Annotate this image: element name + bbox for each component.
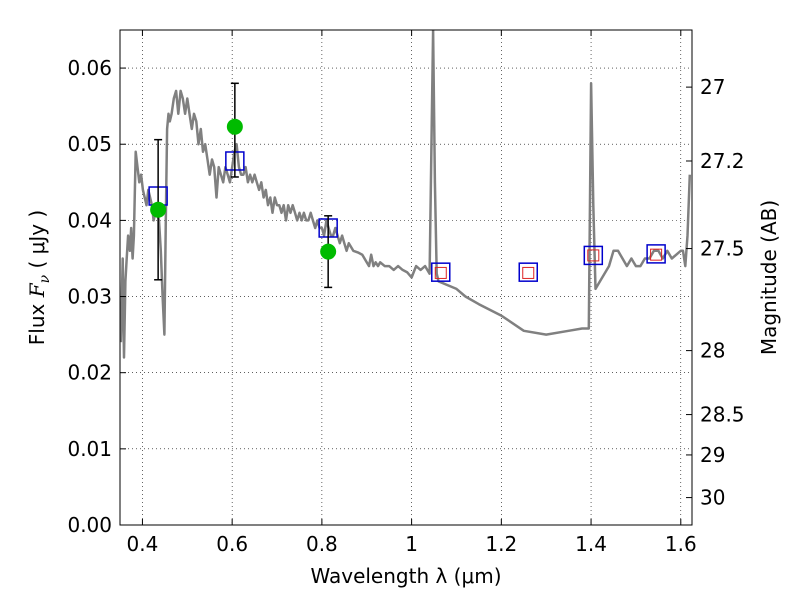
y-tick-label: 0.02 — [67, 361, 112, 385]
model-spectrum-layer — [120, 30, 692, 359]
right-tick-label: 27 — [700, 75, 725, 99]
observed-point — [320, 243, 337, 260]
x-tick-label: 1.2 — [485, 532, 517, 556]
model-band-marker — [518, 262, 539, 282]
observed-point — [150, 201, 167, 218]
model-band-marker — [583, 245, 604, 266]
y-tick-label: 0.05 — [67, 132, 112, 156]
y-tick-label: 0.06 — [67, 56, 112, 80]
y-tick-label: 0.04 — [67, 208, 112, 232]
fit-band-marker — [522, 266, 535, 279]
x-tick-label: 0.6 — [216, 532, 248, 556]
y-tick-label: 0.01 — [67, 437, 112, 461]
observed-point — [226, 118, 243, 135]
right-tick-label: 28 — [700, 339, 725, 363]
model-band-marker — [646, 244, 666, 264]
x-tick-label: 1.4 — [575, 532, 607, 556]
x-tick-label: 0.8 — [306, 532, 338, 556]
model-spectrum-line — [120, 30, 692, 359]
grid — [120, 30, 692, 526]
right-tick-label: 27.5 — [700, 237, 745, 261]
x-axis-title: Wavelength λ (μm) — [310, 564, 501, 588]
right-tick-label: 30 — [700, 486, 725, 510]
right-tick-label: 27.2 — [700, 149, 745, 173]
x-tick-label: 1 — [405, 532, 418, 556]
fit-band-marker — [434, 266, 447, 279]
fit-band-marker — [650, 248, 663, 261]
right-tick-label: 29 — [700, 443, 725, 467]
y-tick-label: 0.03 — [67, 285, 112, 309]
right-tick-label: 28.5 — [700, 403, 745, 427]
observed-points-layer — [150, 82, 337, 289]
y-axis-title: Flux Fν ( μJy ) — [25, 210, 53, 345]
right-axis-title: Magnitude (AB) — [757, 200, 781, 355]
fit-band-marker — [587, 249, 600, 262]
ticks-layer: 0.4 0.6 0.8 1 1.2 1.4 1.6 0.00 0.01 0.02 0.03 0.04 0… — [67, 30, 745, 556]
x-tick-label: 1.6 — [665, 532, 697, 556]
model-band-marker — [431, 262, 451, 282]
y-tick-label: 0.00 — [67, 513, 112, 537]
plot-frame — [119, 29, 693, 526]
x-tick-label: 0.4 — [127, 532, 159, 556]
